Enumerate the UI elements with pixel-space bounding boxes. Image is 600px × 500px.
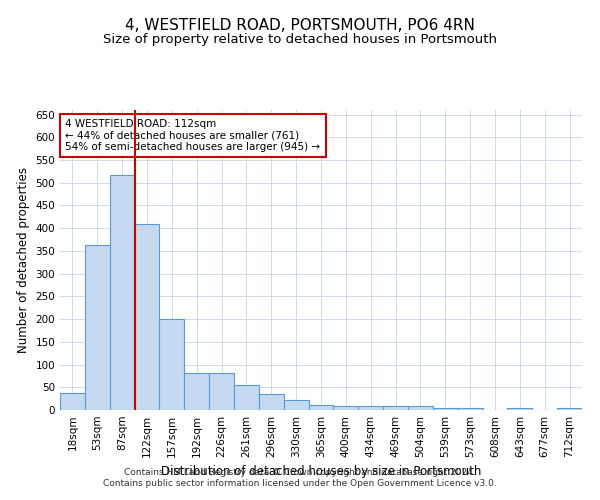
Bar xyxy=(557,408,582,410)
Y-axis label: Number of detached properties: Number of detached properties xyxy=(17,167,30,353)
Bar xyxy=(358,406,383,410)
Bar xyxy=(433,408,458,410)
Bar xyxy=(383,406,408,410)
Bar xyxy=(308,404,334,410)
Bar xyxy=(134,224,160,410)
Bar xyxy=(284,400,308,410)
Bar xyxy=(234,385,259,410)
Bar xyxy=(85,245,110,410)
Bar xyxy=(184,373,209,410)
Bar xyxy=(60,393,85,410)
Bar xyxy=(110,174,134,410)
Text: Contains HM Land Registry data © Crown copyright and database right 2024.
Contai: Contains HM Land Registry data © Crown c… xyxy=(103,468,497,487)
Text: Size of property relative to detached houses in Portsmouth: Size of property relative to detached ho… xyxy=(103,32,497,46)
Bar xyxy=(508,408,532,410)
Bar xyxy=(259,394,284,410)
Bar xyxy=(408,406,433,410)
Text: 4, WESTFIELD ROAD, PORTSMOUTH, PO6 4RN: 4, WESTFIELD ROAD, PORTSMOUTH, PO6 4RN xyxy=(125,18,475,32)
X-axis label: Distribution of detached houses by size in Portsmouth: Distribution of detached houses by size … xyxy=(161,466,481,478)
Bar xyxy=(209,373,234,410)
Bar xyxy=(458,408,482,410)
Text: 4 WESTFIELD ROAD: 112sqm
← 44% of detached houses are smaller (761)
54% of semi-: 4 WESTFIELD ROAD: 112sqm ← 44% of detach… xyxy=(65,119,320,152)
Bar xyxy=(160,319,184,410)
Bar xyxy=(334,406,358,410)
